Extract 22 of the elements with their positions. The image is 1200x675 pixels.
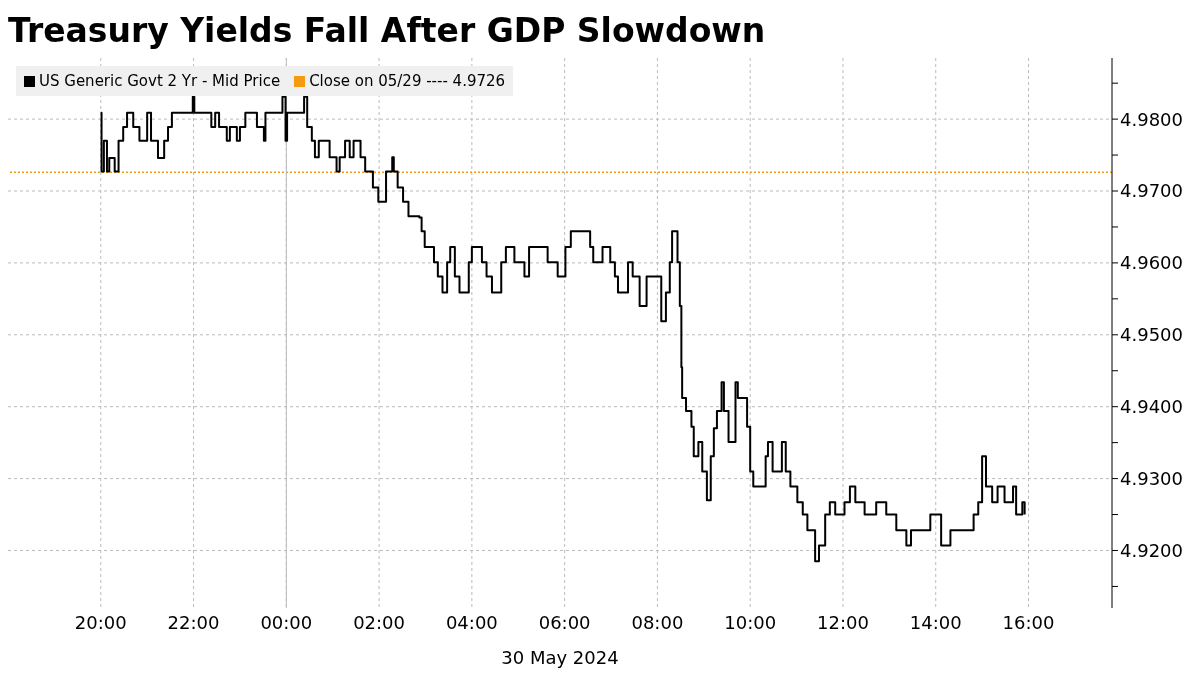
x-tick-label: 10:00 (724, 611, 777, 633)
y-tick-label: 4.9600 (1120, 252, 1183, 274)
x-tick-label: 04:00 (445, 611, 498, 633)
x-tick-label: 00:00 (260, 611, 313, 633)
x-tick-label: 16:00 (1002, 611, 1055, 633)
x-tick-label: 06:00 (538, 611, 591, 633)
x-tick-label: 02:00 (353, 611, 406, 633)
y-tick-label: 4.9300 (1120, 467, 1183, 489)
x-tick-label: 22:00 (167, 611, 220, 633)
x-axis-title: 30 May 2024 (501, 647, 619, 668)
y-tick-label: 4.9200 (1120, 539, 1183, 561)
y-tick-label: 4.9400 (1120, 396, 1183, 418)
y-tick-label: 4.9500 (1120, 324, 1183, 346)
x-tick-label: 20:00 (74, 611, 127, 633)
y-tick-label: 4.9800 (1120, 108, 1183, 130)
x-tick-label: 08:00 (631, 611, 684, 633)
x-tick-label: 12:00 (817, 611, 869, 633)
x-tick-label: 14:00 (909, 611, 962, 633)
y-tick-label: 4.9700 (1120, 180, 1183, 202)
chart-title: Treasury Yields Fall After GDP Slowdown (8, 10, 767, 52)
legend-label: US Generic Govt 2 Yr - Mid Price (39, 72, 281, 90)
legend-label: Close on 05/29 ---- 4.9726 (309, 72, 506, 90)
